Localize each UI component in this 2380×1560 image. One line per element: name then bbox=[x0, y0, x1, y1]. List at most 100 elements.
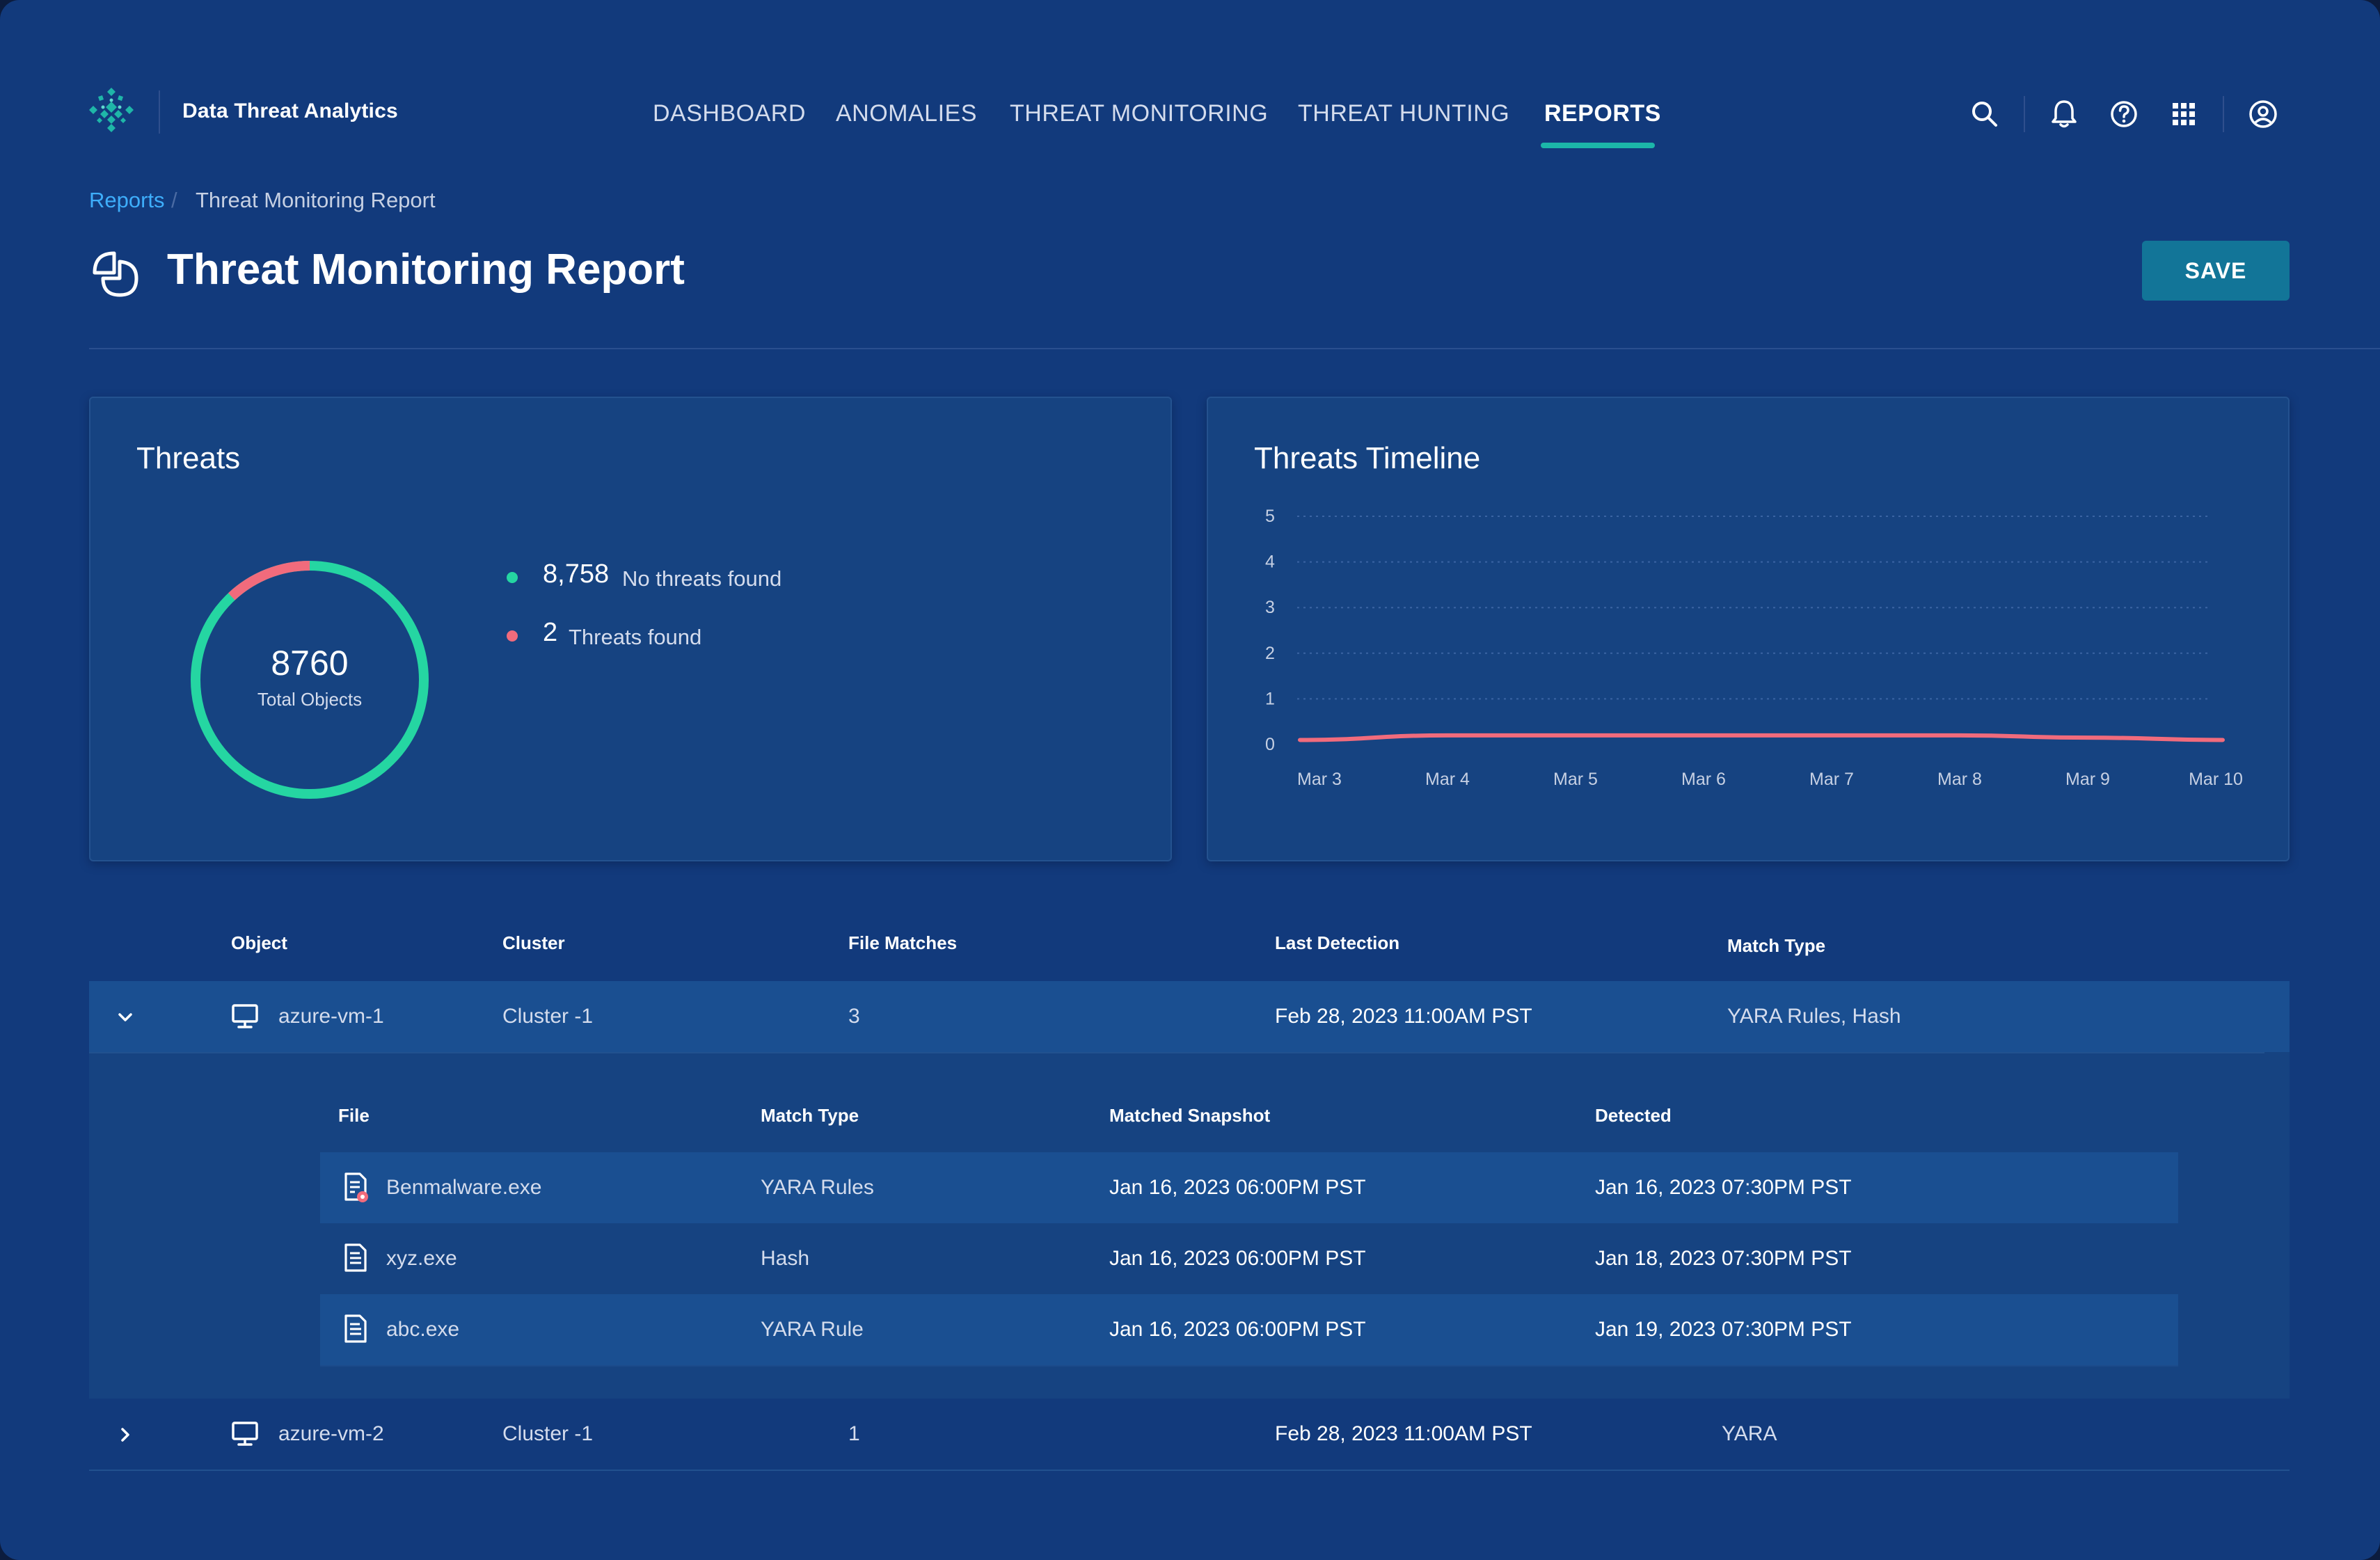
detected-date: Jan 16, 2023 07:30PM PST bbox=[1595, 1176, 1852, 1199]
cluster-name: Cluster -1 bbox=[502, 1422, 594, 1445]
x-tick-label: Mar 10 bbox=[2189, 770, 2243, 789]
object-name[interactable]: azure-vm-1 bbox=[278, 1005, 384, 1028]
column-header-cluster[interactable]: Cluster bbox=[502, 932, 565, 953]
x-tick-label: Mar 7 bbox=[1809, 770, 1854, 789]
threats-timeline-card: Threats Timeline 0 1 2 3 4 5 Mar 3 Mar 4 Mar 5 Ma… bbox=[1207, 397, 2290, 861]
x-tick-label: Mar 6 bbox=[1681, 770, 1726, 789]
sub-column-header-detected[interactable]: Detected bbox=[1595, 1105, 1672, 1126]
top-nav: Data Threat Analytics DASHBOARD ANOMALIE… bbox=[0, 0, 2380, 167]
bell-icon[interactable] bbox=[2047, 97, 2081, 131]
x-tick-label: Mar 4 bbox=[1425, 770, 1470, 789]
legend-dot-green bbox=[507, 572, 518, 583]
monitor-icon bbox=[232, 1004, 258, 1028]
table-row[interactable]: azure-vm-1 Cluster -1 3 Feb 28, 2023 11:… bbox=[89, 981, 2290, 1052]
sub-table-divider bbox=[320, 1365, 2178, 1367]
breadcrumb-reports-link[interactable]: Reports bbox=[89, 188, 165, 212]
report-leaf-icon bbox=[93, 251, 138, 297]
logo-divider bbox=[159, 90, 160, 134]
column-header-object[interactable]: Object bbox=[231, 932, 287, 953]
save-button[interactable]: SAVE bbox=[2142, 241, 2290, 301]
sub-match-type: Hash bbox=[761, 1247, 810, 1270]
file-name[interactable]: Benmalware.exe bbox=[386, 1176, 542, 1199]
help-icon[interactable] bbox=[2107, 97, 2141, 131]
sub-column-header-matched-snapshot[interactable]: Matched Snapshot bbox=[1109, 1105, 1271, 1126]
x-tick-label: Mar 5 bbox=[1553, 770, 1598, 789]
detected-date: Jan 19, 2023 07:30PM PST bbox=[1595, 1318, 1852, 1341]
match-type-value: YARA bbox=[1722, 1422, 1777, 1445]
matched-snapshot: Jan 16, 2023 06:00PM PST bbox=[1109, 1247, 1366, 1270]
nav-active-indicator bbox=[1541, 143, 1655, 148]
y-tick-label: 0 bbox=[1265, 735, 1275, 754]
threats-timeline-chart: 0 1 2 3 4 5 Mar 3 Mar 4 Mar 5 Mar 6 Mar 7 Mar 8 Mar … bbox=[1265, 507, 2243, 789]
last-detection-value: Feb 28, 2023 11:00AM PST bbox=[1275, 1005, 1532, 1028]
apps-grid-icon[interactable] bbox=[2167, 97, 2200, 131]
chevron-down-icon[interactable] bbox=[110, 1002, 141, 1033]
cluster-name: Cluster -1 bbox=[502, 1005, 594, 1028]
column-header-match-type[interactable]: Match Type bbox=[1727, 935, 1826, 956]
nav-separator bbox=[2223, 96, 2224, 132]
nav-reports[interactable]: REPORTS bbox=[1544, 100, 1661, 127]
legend-label: No threats found bbox=[622, 566, 782, 591]
column-header-last-detection[interactable]: Last Detection bbox=[1275, 932, 1400, 953]
column-header-file-matches[interactable]: File Matches bbox=[848, 932, 958, 953]
threats-donut-chart bbox=[191, 561, 429, 799]
donut-total-value: 8760 bbox=[271, 644, 349, 683]
legend-dot-red bbox=[507, 630, 518, 642]
table-row[interactable]: azure-vm-2 Cluster -1 1 Feb 28, 2023 11:… bbox=[89, 1399, 2290, 1470]
breadcrumb-separator: / bbox=[171, 188, 177, 212]
matched-snapshot: Jan 16, 2023 06:00PM PST bbox=[1109, 1176, 1366, 1199]
y-tick-label: 4 bbox=[1265, 552, 1275, 572]
search-icon[interactable] bbox=[1968, 97, 2001, 131]
sub-column-header-match-type[interactable]: Match Type bbox=[761, 1105, 859, 1126]
malware-file-icon bbox=[344, 1172, 368, 1202]
app-name: Data Threat Analytics bbox=[182, 100, 398, 122]
nav-separator bbox=[2024, 96, 2025, 132]
nav-threat-monitoring[interactable]: THREAT MONITORING bbox=[1010, 100, 1269, 127]
legend-label: Threats found bbox=[569, 625, 702, 649]
sub-column-header-file[interactable]: File bbox=[338, 1105, 370, 1126]
file-matches-count: 3 bbox=[848, 1005, 860, 1028]
file-name[interactable]: abc.exe bbox=[386, 1318, 460, 1341]
sub-table-row[interactable]: abc.exe YARA Rule Jan 16, 2023 06:00PM P… bbox=[320, 1294, 2178, 1365]
breadcrumb-current: Threat Monitoring Report bbox=[196, 188, 436, 212]
object-name[interactable]: azure-vm-2 bbox=[278, 1422, 384, 1445]
timeline-card-title: Threats Timeline bbox=[1254, 441, 1481, 475]
page-title: Threat Monitoring Report bbox=[167, 246, 685, 294]
x-tick-label: Mar 3 bbox=[1297, 770, 1342, 789]
threats-card: Threats 8760 Total Objects 8,758 No thre… bbox=[89, 397, 1172, 861]
sub-match-type: YARA Rule bbox=[761, 1318, 864, 1341]
legend-count: 8,758 bbox=[543, 559, 610, 589]
last-detection-value: Feb 28, 2023 11:00AM PST bbox=[1275, 1422, 1532, 1445]
y-tick-label: 3 bbox=[1265, 598, 1275, 617]
nav-dashboard[interactable]: DASHBOARD bbox=[653, 100, 806, 127]
row-divider bbox=[89, 1470, 2290, 1471]
threats-card-title: Threats bbox=[136, 441, 241, 475]
match-type-value: YARA Rules, Hash bbox=[1727, 1005, 1901, 1028]
monitor-icon bbox=[232, 1422, 258, 1446]
file-icon bbox=[344, 1314, 367, 1343]
donut-total-label: Total Objects bbox=[257, 689, 363, 710]
timeline-series-line bbox=[1298, 733, 2225, 742]
chevron-right-icon[interactable] bbox=[110, 1419, 141, 1450]
file-matches-count: 1 bbox=[848, 1422, 860, 1445]
legend-count: 2 bbox=[543, 618, 558, 647]
y-tick-label: 5 bbox=[1265, 507, 1275, 526]
nav-anomalies[interactable]: ANOMALIES bbox=[836, 100, 977, 127]
header-divider bbox=[89, 348, 2380, 349]
dotted-diamond-logo-icon[interactable] bbox=[88, 86, 135, 134]
x-tick-label: Mar 9 bbox=[2065, 770, 2110, 789]
y-tick-label: 1 bbox=[1265, 689, 1275, 708]
row-divider bbox=[89, 1052, 2264, 1053]
sub-table-row[interactable]: Benmalware.exe YARA Rules Jan 16, 2023 0… bbox=[320, 1152, 2178, 1223]
sub-table-row[interactable]: xyz.exe Hash Jan 16, 2023 06:00PM PST Ja… bbox=[320, 1223, 2178, 1294]
x-tick-label: Mar 8 bbox=[1937, 770, 1982, 789]
detected-date: Jan 18, 2023 07:30PM PST bbox=[1595, 1247, 1852, 1270]
sub-match-type: YARA Rules bbox=[761, 1176, 874, 1199]
file-name[interactable]: xyz.exe bbox=[386, 1247, 457, 1270]
nav-threat-hunting[interactable]: THREAT HUNTING bbox=[1298, 100, 1510, 127]
file-icon bbox=[344, 1243, 367, 1272]
y-tick-label: 2 bbox=[1265, 644, 1275, 663]
matched-snapshot: Jan 16, 2023 06:00PM PST bbox=[1109, 1318, 1366, 1341]
user-account-icon[interactable] bbox=[2246, 97, 2280, 131]
